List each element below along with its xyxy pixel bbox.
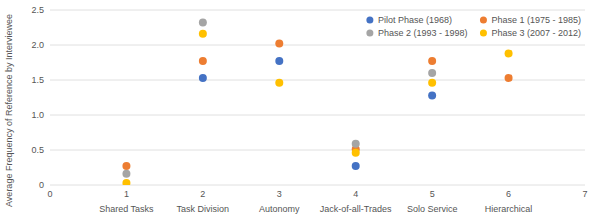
- y-tick-label: 2.5: [31, 5, 44, 15]
- y-tick-label: 2.0: [31, 40, 44, 50]
- x-tick-label: 7: [582, 189, 587, 199]
- point: [275, 79, 283, 87]
- category-label: Jack-of-all-Trades: [320, 204, 392, 214]
- chart: 0 0.5 1.0 1.5 2.0 2.5 0 1 2 3 4 5 6 7 Shared Tasks Task…: [0, 0, 600, 221]
- point: [505, 74, 513, 82]
- y-axis-label: Average Frequency of Reference by Interv…: [4, 14, 14, 207]
- legend-marker: [366, 17, 373, 24]
- legend-label: Phase 3 (2007 - 2012): [491, 28, 581, 38]
- point: [352, 140, 360, 148]
- point: [199, 30, 207, 38]
- point: [275, 57, 283, 65]
- legend-marker: [366, 30, 373, 37]
- point: [122, 162, 130, 170]
- legend-label: Pilot Phase (1968): [378, 15, 452, 25]
- point: [505, 49, 513, 57]
- points: [122, 19, 512, 185]
- legend-marker: [480, 17, 487, 24]
- legend-label: Phase 2 (1993 - 1998): [378, 28, 468, 38]
- point: [352, 162, 360, 170]
- grid-line: [50, 150, 585, 151]
- point: [199, 57, 207, 65]
- y-tick-label: 1.5: [31, 75, 44, 85]
- grid: [50, 10, 585, 185]
- grid-line: [50, 45, 585, 46]
- point: [199, 19, 207, 27]
- category-label: Shared Tasks: [99, 204, 154, 214]
- y-tick-label: 1.0: [31, 110, 44, 120]
- x-tick-label: 2: [200, 189, 205, 199]
- point: [275, 40, 283, 48]
- grid-line: [50, 185, 585, 186]
- point: [428, 57, 436, 65]
- y-tick-label: 0: [39, 180, 44, 190]
- point: [199, 74, 207, 82]
- category-label: Solo Service: [407, 204, 458, 214]
- legend-item: Pilot Phase (1968): [366, 15, 452, 25]
- legend-item: Phase 3 (2007 - 2012): [480, 28, 581, 38]
- x-tick-label: 1: [124, 189, 129, 199]
- x-tick-label: 5: [430, 189, 435, 199]
- grid-line: [50, 115, 585, 116]
- x-tick-label: 6: [506, 189, 511, 199]
- x-tick-label: 3: [277, 189, 282, 199]
- grid-line: [50, 80, 585, 81]
- category-label: Autonomy: [259, 204, 300, 214]
- legend-item: Phase 2 (1993 - 1998): [366, 28, 467, 38]
- point: [428, 69, 436, 77]
- grid-line: [50, 10, 585, 11]
- legend-marker: [480, 30, 487, 37]
- point: [122, 179, 130, 185]
- point: [428, 79, 436, 87]
- point: [352, 149, 360, 157]
- point: [122, 170, 130, 178]
- legend: Pilot Phase (1968) Phase 1 (1975 - 1985) P…: [366, 15, 581, 38]
- legend-label: Phase 1 (1975 - 1985): [491, 15, 581, 25]
- category-label: Hierarchical: [485, 204, 533, 214]
- point: [428, 91, 436, 99]
- x-tick-label: 4: [353, 189, 358, 199]
- y-tick-label: 0.5: [31, 145, 44, 155]
- category-label: Task Division: [177, 204, 230, 214]
- legend-item: Phase 1 (1975 - 1985): [480, 15, 581, 25]
- x-tick-label: 0: [47, 189, 52, 199]
